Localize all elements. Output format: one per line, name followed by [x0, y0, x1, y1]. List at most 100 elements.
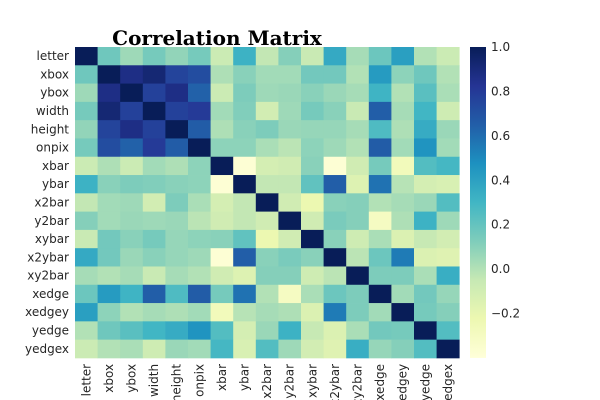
- heatmap-cell-xedge-xybar: [301, 284, 324, 304]
- heatmap-cell-x2bar-ybox: [120, 193, 144, 213]
- heatmap-cell-letter-letter: [75, 47, 98, 66]
- column-label-x2ybar: x2ybar: [328, 364, 342, 400]
- heatmap-cell-x2bar-height: [165, 193, 189, 213]
- heatmap-cells: [75, 47, 460, 359]
- heatmap-cell-ybox-xedge: [368, 83, 392, 103]
- heatmap-cell-ybox-width: [142, 83, 166, 103]
- column-label-y2bar: y2bar: [283, 364, 297, 399]
- colorbar-tick-label: 0.2: [491, 218, 510, 232]
- heatmap-cell-ybox-xy2bar: [346, 83, 370, 103]
- heatmap-cell-xedge-xedge: [368, 284, 392, 304]
- heatmap-cell-y2bar-height: [165, 211, 189, 231]
- heatmap-cell-onpix-ybar: [233, 138, 257, 158]
- heatmap-cell-x2ybar-xbar: [210, 248, 234, 267]
- heatmap-cell-ybar-xedge: [368, 175, 392, 194]
- heatmap-cell-ybox-ybar: [233, 83, 257, 103]
- colorbar-tick-label: 0.8: [491, 84, 510, 98]
- heatmap-cell-onpix-yedgex: [436, 138, 460, 158]
- heatmap-cell-yedge-xybar: [301, 321, 324, 341]
- heatmap-cell-xybar-xbox: [97, 229, 121, 249]
- colorbar-gradient: [470, 47, 486, 358]
- heatmap-cell-ybox-yedgex: [436, 83, 460, 103]
- heatmap-cell-xy2bar-ybar: [233, 266, 257, 286]
- heatmap-cell-height-ybar: [233, 120, 257, 139]
- heatmap-cell-xedgey-x2ybar: [323, 303, 347, 322]
- heatmap-cell-xbar-letter: [75, 156, 98, 176]
- heatmap-cell-xbox-x2ybar: [323, 65, 347, 84]
- heatmap-cell-x2ybar-letter: [75, 248, 98, 267]
- heatmap-cell-xedge-x2ybar: [323, 284, 347, 304]
- row-label-xedgey: xedgey: [25, 305, 69, 319]
- heatmap-cell-width-x2bar: [255, 101, 279, 121]
- heatmap-cell-yedgex-letter: [75, 339, 98, 359]
- heatmap-cell-onpix-onpix: [188, 138, 211, 158]
- heatmap-cell-letter-xbox: [97, 47, 121, 66]
- heatmap-cell-letter-ybar: [233, 47, 257, 66]
- heatmap-cell-xybar-width: [142, 229, 166, 249]
- row-label-xbox: xbox: [40, 67, 69, 81]
- heatmap-cell-x2bar-yedge: [414, 193, 437, 213]
- heatmap-cell-xbar-xy2bar: [346, 156, 370, 176]
- heatmap-cell-xedge-xy2bar: [346, 284, 370, 304]
- heatmap-cell-xybar-letter: [75, 229, 98, 249]
- heatmap-cell-yedgex-onpix: [188, 339, 211, 359]
- column-label-ybox: ybox: [125, 364, 139, 393]
- heatmap-cell-xy2bar-xbar: [210, 266, 234, 286]
- heatmap-cell-yedge-height: [165, 321, 189, 341]
- heatmap-cell-yedge-letter: [75, 321, 98, 341]
- heatmap-cell-xbox-width: [142, 65, 166, 84]
- heatmap-cell-height-xbox: [97, 120, 121, 139]
- heatmap-cell-width-ybox: [120, 101, 144, 121]
- heatmap-cell-xbox-height: [165, 65, 189, 84]
- heatmap-cell-height-yedge: [414, 120, 437, 139]
- heatmap-cell-xedge-onpix: [188, 284, 211, 304]
- heatmap-cell-width-onpix: [188, 101, 211, 121]
- heatmap-cell-letter-xedge: [368, 47, 392, 66]
- heatmap-cell-xedgey-xedgey: [391, 303, 415, 322]
- heatmap-cell-width-xedge: [368, 101, 392, 121]
- heatmap-cell-width-xybar: [301, 101, 324, 121]
- heatmap-cell-xedgey-x2bar: [255, 303, 279, 322]
- heatmap-cell-x2ybar-width: [142, 248, 166, 267]
- heatmap-cell-x2ybar-ybar: [233, 248, 257, 267]
- heatmap-cell-ybox-height: [165, 83, 189, 103]
- column-label-yedge: yedge: [418, 364, 432, 400]
- heatmap-cell-xy2bar-yedge: [414, 266, 437, 286]
- heatmap-cell-xy2bar-yedgex: [436, 266, 460, 286]
- heatmap-cell-xbox-xybar: [301, 65, 324, 84]
- heatmap-cell-x2bar-xbar: [210, 193, 234, 213]
- heatmap-cell-xedge-height: [165, 284, 189, 304]
- heatmap-cell-x2ybar-yedgex: [436, 248, 460, 267]
- heatmap-cell-ybar-height: [165, 175, 189, 194]
- heatmap-cell-letter-xy2bar: [346, 47, 370, 66]
- heatmap-cell-yedgex-x2ybar: [323, 339, 347, 359]
- heatmap-cell-xbar-y2bar: [278, 156, 302, 176]
- heatmap-cell-xbar-x2bar: [255, 156, 279, 176]
- heatmap-cell-xy2bar-xedge: [368, 266, 392, 286]
- row-label-height: height: [31, 122, 70, 136]
- heatmap-cell-height-yedgex: [436, 120, 460, 139]
- heatmap-cell-ybox-ybox: [120, 83, 144, 103]
- heatmap-cell-xy2bar-xy2bar: [346, 266, 370, 286]
- heatmap-cell-x2bar-ybar: [233, 193, 257, 213]
- heatmap-cell-xedgey-xbox: [97, 303, 121, 322]
- heatmap-cell-xybar-xedgey: [391, 229, 415, 249]
- heatmap-cell-ybar-xbox: [97, 175, 121, 194]
- heatmap-cell-xbox-ybar: [233, 65, 257, 84]
- heatmap-cell-height-x2bar: [255, 120, 279, 139]
- column-label-xy2bar: xy2bar: [351, 364, 365, 400]
- heatmap-cell-ybox-y2bar: [278, 83, 302, 103]
- heatmap-cell-onpix-letter: [75, 138, 98, 158]
- heatmap-cell-xedgey-xy2bar: [346, 303, 370, 322]
- colorbar-tick-label: 0.4: [491, 173, 510, 187]
- heatmap-cell-onpix-x2bar: [255, 138, 279, 158]
- heatmap-cell-width-xbox: [97, 101, 121, 121]
- heatmap-cell-x2bar-x2ybar: [323, 193, 347, 213]
- heatmap-cell-ybox-yedge: [414, 83, 437, 103]
- heatmap-cell-onpix-xedgey: [391, 138, 415, 158]
- colorbar-tick-label: 0.0: [491, 262, 510, 276]
- heatmap-cell-width-letter: [75, 101, 98, 121]
- heatmap-cell-xbox-xedge: [368, 65, 392, 84]
- heatmap-cell-y2bar-xedgey: [391, 211, 415, 231]
- heatmap-cell-width-yedge: [414, 101, 437, 121]
